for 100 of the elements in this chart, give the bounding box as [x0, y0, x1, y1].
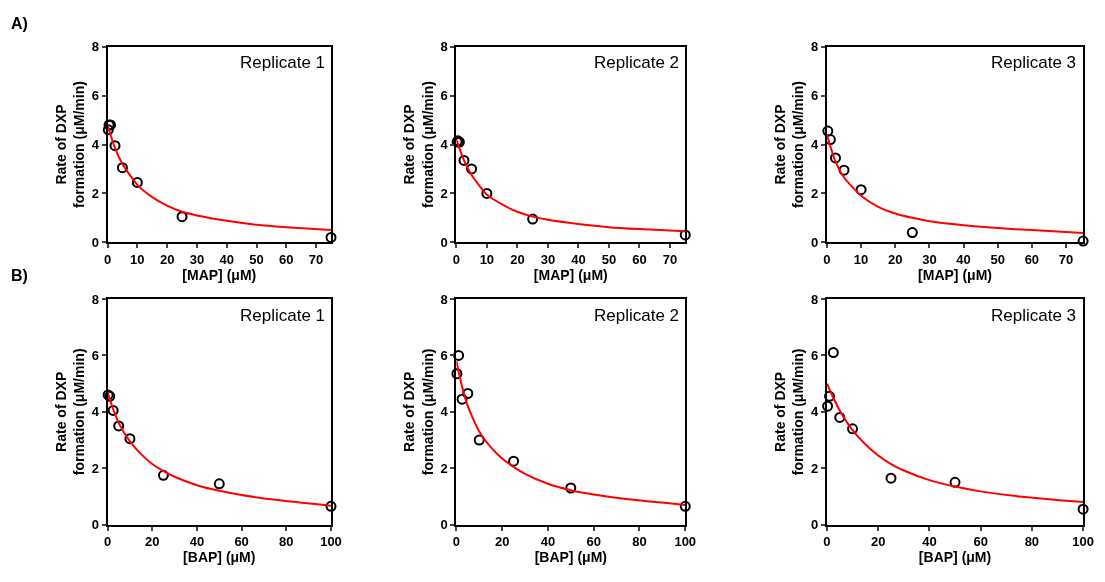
point [124, 433, 136, 445]
annotation: Replicate 2 [594, 53, 680, 72]
y-axis-title: Rate of DXP formation (μM/min) [52, 348, 87, 476]
y-tick-label: 8 [440, 39, 448, 55]
point [822, 125, 834, 137]
point [131, 176, 143, 188]
point [838, 164, 850, 176]
point [473, 434, 485, 446]
y-tick-label: 6 [811, 88, 819, 104]
x-tick-label: 40 [956, 251, 971, 267]
point [824, 134, 836, 146]
point [456, 393, 468, 405]
y-tick-label: 6 [440, 88, 448, 104]
point [847, 423, 859, 435]
annotation: Replicate 1 [240, 306, 326, 325]
x-axis-title: [MAP] (μM) [533, 266, 608, 283]
x-tick-label: 60 [632, 251, 647, 267]
x-tick-label: 40 [219, 251, 234, 267]
x-tick-label: 50 [601, 251, 617, 267]
annotation: Replicate 3 [991, 306, 1077, 325]
point [527, 213, 539, 225]
y-tick-label: 4 [91, 404, 100, 420]
x-axis-title: [BAP] (μM) [918, 549, 992, 566]
point [453, 349, 465, 361]
x-tick-label: 10 [479, 251, 495, 267]
x-tick-label: 20 [145, 534, 160, 550]
y-tick-label: 2 [91, 185, 99, 201]
point [824, 390, 836, 402]
x-tick-label: 20 [510, 251, 525, 267]
point [213, 478, 225, 490]
point [829, 152, 841, 164]
x-tick-label: 0 [823, 251, 831, 267]
point [949, 476, 961, 488]
x-tick-label: 60 [586, 534, 601, 550]
point [679, 500, 691, 512]
x-tick-label: 80 [1024, 534, 1040, 550]
y-tick-label: 0 [811, 517, 819, 533]
y-axis-title: Rate of DXP formation (μM/min) [401, 81, 436, 208]
y-tick-label: 4 [440, 404, 449, 420]
x-tick-label: 0 [103, 251, 112, 267]
point [1077, 503, 1089, 515]
annotation: Replicate 1 [240, 53, 326, 72]
y-tick-label: 6 [91, 88, 99, 104]
x-axis-title: [MAP] (μM) [182, 266, 257, 283]
point [157, 469, 169, 481]
x-tick-label: 40 [922, 534, 937, 550]
y-tick-label: 0 [440, 234, 448, 250]
x-tick-label: 30 [922, 251, 937, 267]
x-tick-label: 80 [279, 534, 294, 550]
y-tick-label: 2 [440, 460, 448, 476]
y-tick-label: 2 [811, 460, 819, 476]
x-tick-label: 10 [130, 251, 145, 267]
point [458, 154, 470, 166]
y-tick-label: 0 [91, 234, 99, 250]
point [508, 455, 520, 467]
y-tick-label: 4 [811, 404, 820, 420]
y-axis-title: Rate of DXP formation (μM/min) [52, 81, 87, 208]
point [325, 231, 337, 243]
y-axis-title: Rate of DXP formation (μM/min) [772, 81, 807, 208]
x-tick-label: 20 [159, 251, 175, 267]
x-tick-label: 20 [888, 251, 903, 267]
point [466, 163, 478, 175]
x-tick-label: 70 [662, 251, 678, 267]
point [325, 500, 337, 512]
point [113, 420, 125, 432]
x-tick-label: 0 [452, 251, 460, 267]
x-tick-label: 60 [234, 534, 249, 550]
x-tick-label: 100 [674, 534, 697, 550]
x-tick-label: 60 [279, 251, 294, 267]
point [107, 404, 119, 416]
y-tick-label: 0 [91, 517, 99, 533]
y-tick-label: 4 [91, 137, 100, 153]
text: A) [11, 15, 28, 32]
point [1077, 235, 1089, 247]
point [885, 472, 897, 484]
y-tick-label: 6 [91, 347, 99, 363]
y-tick-label: 0 [811, 234, 819, 250]
y-axis-title: Rate of DXP formation (μM/min) [401, 348, 436, 476]
point [565, 482, 577, 494]
y-tick-label: 2 [91, 460, 99, 476]
x-tick-label: 70 [1058, 251, 1074, 267]
x-tick-label: 30 [540, 251, 556, 267]
x-tick-label: 100 [320, 534, 342, 550]
x-tick-label: 80 [632, 534, 647, 550]
x-tick-label: 20 [494, 534, 510, 550]
x-tick-label: 0 [452, 534, 460, 550]
x-axis-title: [MAP] (μM) [918, 266, 992, 283]
x-tick-label: 0 [103, 534, 112, 550]
point [109, 140, 121, 152]
y-tick-label: 8 [811, 39, 819, 55]
y-tick-label: 4 [440, 137, 449, 153]
x-tick-label: 30 [189, 251, 205, 267]
x-tick-label: 20 [870, 534, 886, 550]
y-tick-label: 8 [91, 291, 99, 307]
point [679, 229, 691, 241]
point [834, 411, 846, 423]
annotation: Replicate 3 [991, 53, 1077, 72]
y-tick-label: 2 [440, 185, 448, 201]
x-tick-label: 50 [990, 251, 1005, 267]
y-tick-label: 2 [811, 185, 819, 201]
